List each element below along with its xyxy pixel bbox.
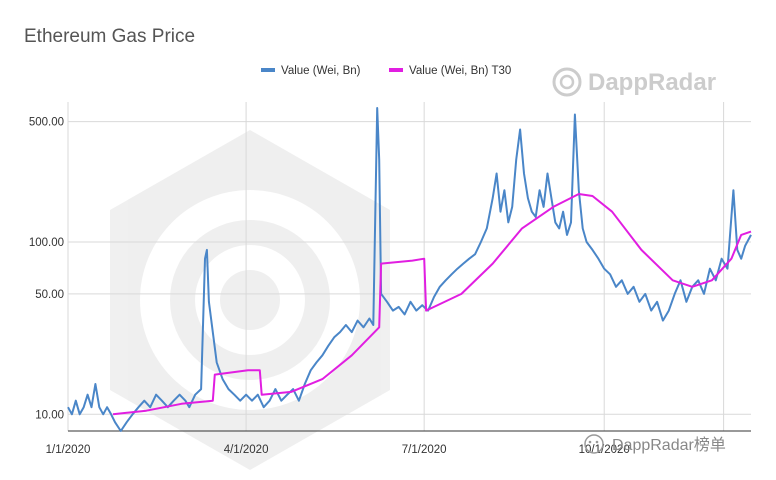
legend-swatch-t30 (389, 68, 403, 72)
brand-watermark: DappRadar (552, 67, 716, 97)
caption-watermark: DappRadar榜单 (584, 434, 726, 454)
wechat-icon (584, 434, 604, 454)
y-tick-label: 10.00 (35, 409, 64, 421)
dappradar-icon (552, 67, 582, 97)
x-tick-label: 4/1/2020 (224, 444, 269, 456)
chart-title: Ethereum Gas Price (24, 26, 195, 47)
legend-label-daily: Value (Wei, Bn) (281, 65, 361, 77)
caption-watermark-text: DappRadar榜单 (612, 436, 726, 454)
axes: 10.00 50.00 100.00 500.00 1/1/2020 4/1/2020 7/… (29, 117, 751, 456)
series-line-daily (67, 107, 752, 432)
legend: Value (Wei, Bn) Value (Wei, Bn) T30 (261, 65, 511, 77)
brand-watermark-text: DappRadar (588, 69, 716, 96)
series-lines (67, 107, 752, 432)
x-tick-label: 7/1/2020 (402, 444, 447, 456)
dappradar-watermark-logo-icon (110, 130, 390, 470)
y-tick-label: 500.00 (29, 117, 64, 129)
y-tick-label: 100.00 (29, 237, 64, 249)
x-tick-label: 1/1/2020 (46, 444, 91, 456)
legend-label-t30: Value (Wei, Bn) T30 (409, 65, 511, 77)
legend-swatch-daily (261, 68, 275, 72)
y-tick-label: 50.00 (35, 289, 64, 301)
series-line-t30 (112, 193, 752, 416)
